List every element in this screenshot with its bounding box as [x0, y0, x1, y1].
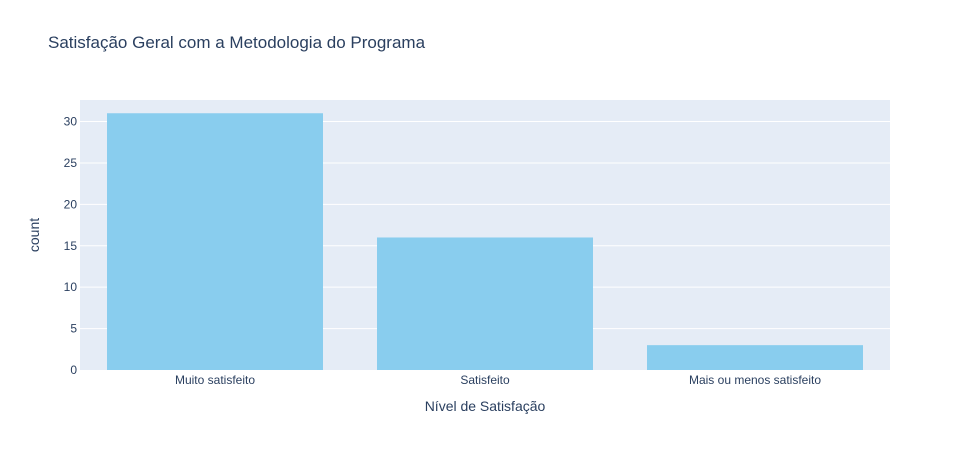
x-tick-label: Satisfeito	[460, 373, 510, 387]
y-tick-label: 10	[64, 280, 78, 294]
y-axis-title: count	[26, 218, 42, 252]
x-tick-label: Muito satisfeito	[175, 373, 255, 387]
chart-title: Satisfação Geral com a Metodologia do Pr…	[48, 33, 426, 52]
x-tick-label: Mais ou menos satisfeito	[689, 373, 821, 387]
bar[interactable]	[647, 345, 863, 370]
bars	[107, 113, 863, 371]
bar[interactable]	[107, 113, 323, 371]
bar[interactable]	[377, 237, 593, 370]
y-tick-label: 5	[70, 322, 77, 336]
y-tick-label: 15	[64, 239, 78, 253]
y-tick-label: 30	[64, 115, 78, 129]
y-tick-label: 0	[70, 363, 77, 377]
x-axis-title: Nível de Satisfação	[425, 398, 546, 414]
x-tick-labels: Muito satisfeito Satisfeito Mais ou menos …	[175, 373, 821, 387]
y-tick-labels: 0 5 10 15 20 25 30	[64, 115, 78, 377]
y-tick-label: 20	[64, 197, 78, 211]
y-tick-label: 25	[64, 156, 78, 170]
